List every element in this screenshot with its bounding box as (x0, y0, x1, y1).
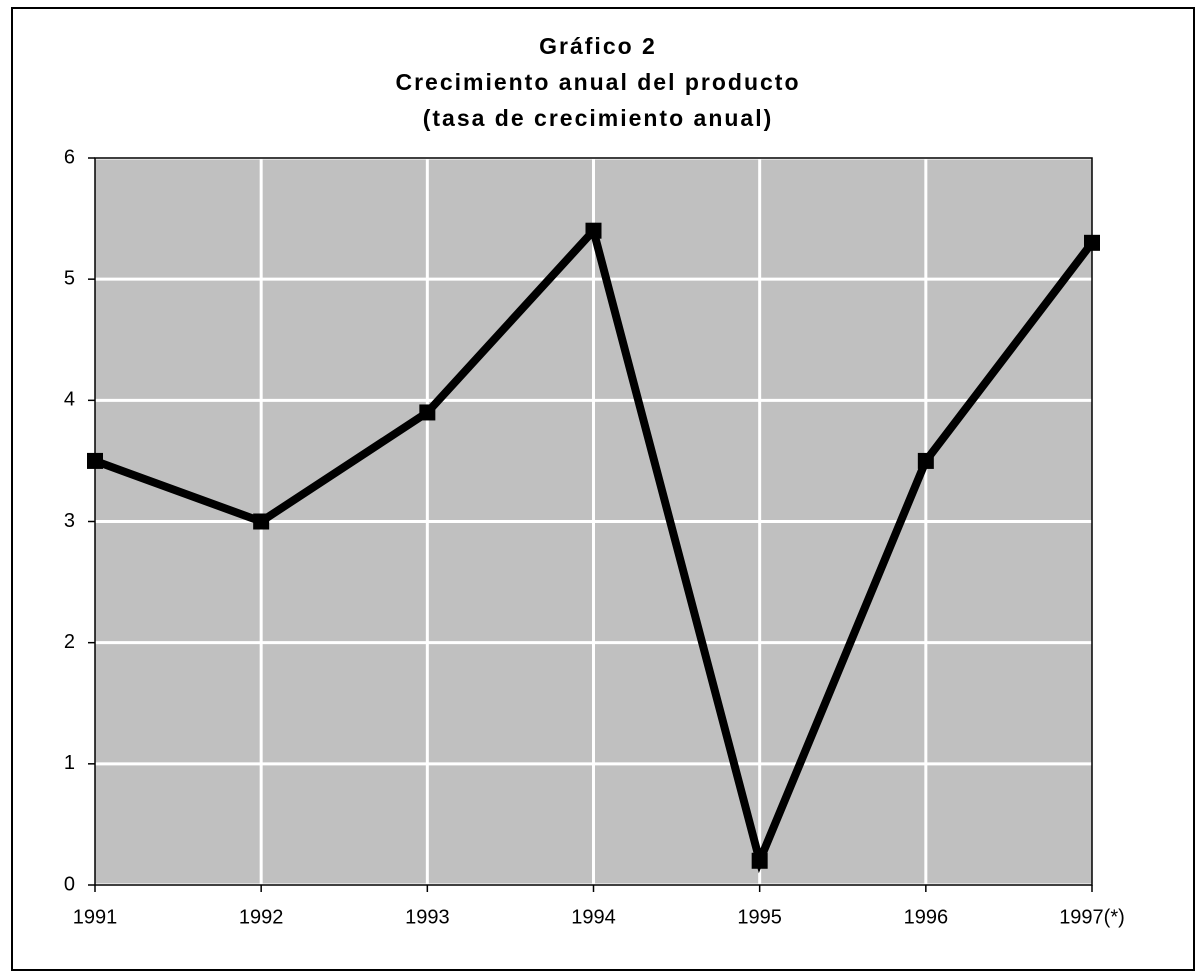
plot-border (94, 157, 1093, 886)
x-tick-label: 1994 (571, 906, 616, 928)
y-tick-label: 5 (64, 267, 75, 289)
point-marker (87, 452, 103, 469)
point-marker (585, 222, 602, 239)
x-tick-label: 1991 (73, 906, 118, 928)
y-tick-label: 2 (64, 631, 75, 653)
y-tick-label: 1 (64, 752, 75, 774)
chart-title: (tasa de crecimiento anual) (423, 105, 774, 131)
y-tick-label: 4 (64, 389, 75, 411)
chart-title: Crecimiento anual del producto (395, 69, 800, 95)
point-marker (1084, 234, 1100, 251)
point-marker (751, 852, 768, 869)
x-tick-label: 1993 (405, 906, 450, 928)
x-tick-label: 1992 (239, 906, 284, 928)
point-marker (419, 404, 436, 421)
x-tick-label: 1995 (737, 906, 782, 928)
y-tick-label: 0 (64, 873, 75, 895)
point-marker (917, 452, 934, 469)
y-tick-label: 3 (64, 510, 75, 532)
point-marker (253, 513, 270, 530)
y-tick-label: 6 (64, 146, 75, 168)
chart-title: Gráfico 2 (539, 33, 657, 59)
x-tick-label: 1996 (904, 906, 949, 928)
x-tick-label: 1997(*) (1059, 906, 1125, 928)
